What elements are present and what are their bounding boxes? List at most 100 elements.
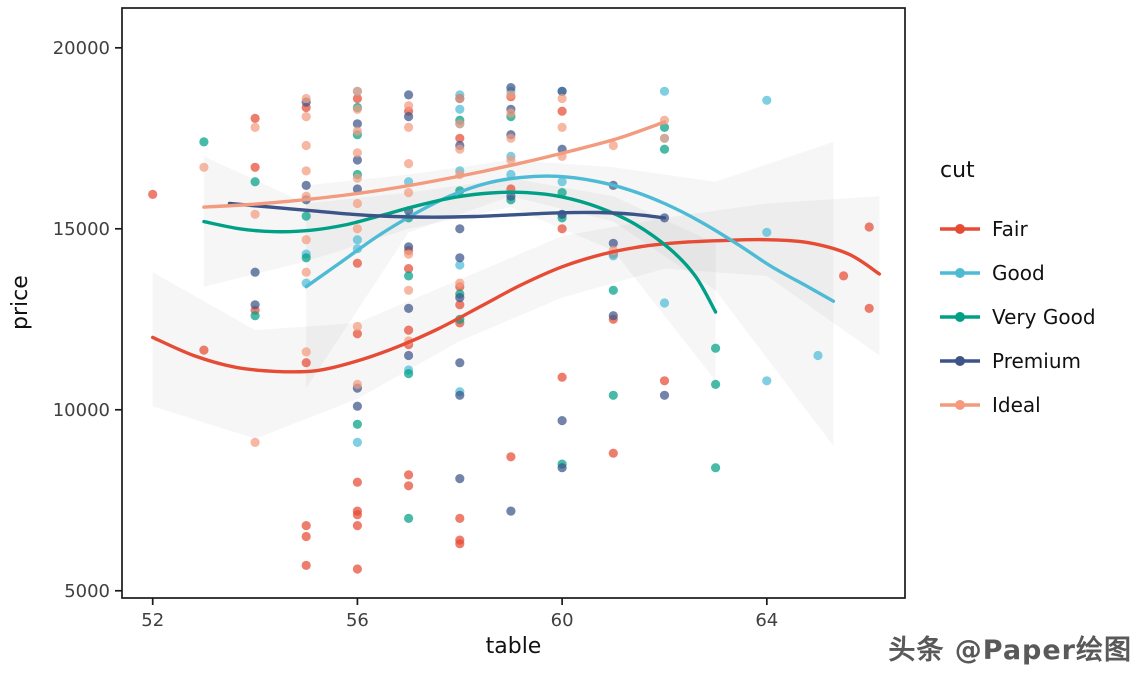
point-ideal bbox=[352, 104, 362, 114]
point-fair bbox=[352, 521, 362, 531]
x-tick-label: 52 bbox=[141, 610, 164, 631]
point-very-good bbox=[711, 379, 721, 389]
point-premium bbox=[352, 184, 362, 194]
point-fair bbox=[557, 224, 567, 234]
point-ideal bbox=[404, 122, 414, 132]
point-ideal bbox=[301, 93, 311, 104]
x-tick-label: 60 bbox=[551, 610, 574, 631]
point-premium bbox=[404, 350, 414, 361]
point-premium bbox=[557, 463, 567, 473]
x-tick-label: 64 bbox=[755, 610, 778, 631]
point-ideal bbox=[352, 148, 362, 158]
point-premium bbox=[506, 506, 516, 516]
point-ideal bbox=[301, 166, 311, 176]
point-ideal bbox=[301, 267, 311, 277]
point-very-good bbox=[250, 311, 260, 321]
point-ideal bbox=[506, 133, 516, 143]
point-ideal bbox=[301, 347, 311, 357]
point-fair bbox=[301, 560, 311, 571]
point-ideal bbox=[301, 140, 311, 151]
point-very-good bbox=[711, 463, 721, 473]
point-very-good bbox=[404, 369, 414, 379]
smooth-line-very-good bbox=[202, 190, 718, 314]
y-axis-title: price bbox=[8, 275, 33, 331]
point-ideal bbox=[557, 122, 567, 132]
point-premium bbox=[352, 401, 362, 411]
point-ideal bbox=[250, 209, 260, 219]
point-fair bbox=[455, 133, 465, 143]
legend-key-icon bbox=[940, 224, 980, 234]
point-ideal bbox=[404, 285, 414, 295]
point-very-good bbox=[404, 513, 414, 524]
point-ideal bbox=[557, 93, 567, 104]
point-good bbox=[455, 104, 465, 114]
legend-item-label: Good bbox=[992, 261, 1045, 285]
point-ideal bbox=[506, 90, 516, 100]
x-tick-label: 56 bbox=[346, 610, 369, 631]
point-fair bbox=[352, 564, 362, 574]
point-fair bbox=[199, 345, 209, 355]
point-fair bbox=[839, 271, 849, 281]
point-fair bbox=[301, 531, 311, 542]
legend-item-label: Fair bbox=[992, 217, 1028, 241]
point-very-good bbox=[199, 137, 209, 147]
point-premium bbox=[352, 119, 362, 129]
point-ideal bbox=[250, 122, 260, 132]
legend-item-very-good: Very Good bbox=[938, 295, 1134, 339]
point-ideal bbox=[352, 321, 362, 332]
smooth-line-good bbox=[304, 174, 836, 303]
point-premium bbox=[608, 238, 618, 248]
point-very-good bbox=[608, 390, 618, 400]
point-ideal bbox=[455, 119, 465, 129]
point-ideal bbox=[608, 140, 618, 151]
point-fair bbox=[608, 448, 618, 458]
point-good bbox=[352, 235, 362, 245]
legend-item-ideal: Ideal bbox=[938, 383, 1134, 427]
point-fair bbox=[301, 358, 311, 368]
point-premium bbox=[455, 474, 465, 484]
point-fair bbox=[455, 300, 465, 310]
point-fair bbox=[557, 372, 567, 382]
legend-item-good: Good bbox=[938, 251, 1134, 295]
point-ideal bbox=[659, 133, 670, 143]
point-fair bbox=[148, 189, 158, 199]
point-good bbox=[762, 227, 772, 237]
point-premium bbox=[608, 311, 618, 321]
point-fair bbox=[659, 376, 670, 386]
point-premium bbox=[455, 293, 465, 303]
point-ideal bbox=[404, 101, 414, 111]
legend: cut Fair Good Very Good Premium Ideal bbox=[938, 158, 1134, 427]
smooth-line-ideal bbox=[202, 120, 667, 209]
y-tick-label: 10000 bbox=[53, 400, 110, 421]
point-fair bbox=[506, 452, 516, 462]
point-fair bbox=[404, 325, 414, 335]
legend-key-icon bbox=[940, 268, 980, 278]
smooth-line-fair bbox=[151, 237, 882, 374]
point-premium bbox=[404, 242, 414, 252]
point-premium bbox=[404, 303, 414, 313]
point-premium bbox=[404, 112, 414, 122]
legend-item-premium: Premium bbox=[938, 339, 1134, 383]
legend-item-label: Premium bbox=[992, 349, 1081, 373]
legend-key-icon bbox=[940, 356, 980, 366]
legend-key-icon bbox=[940, 312, 980, 322]
point-premium bbox=[455, 224, 465, 234]
point-ideal bbox=[352, 173, 362, 183]
point-premium bbox=[301, 180, 311, 190]
point-fair bbox=[404, 481, 414, 491]
point-good bbox=[557, 177, 567, 187]
point-ideal bbox=[301, 112, 311, 122]
point-fair bbox=[301, 521, 311, 531]
point-very-good bbox=[659, 122, 670, 132]
point-ideal bbox=[352, 126, 362, 136]
point-premium bbox=[659, 390, 670, 400]
point-very-good bbox=[250, 177, 260, 187]
point-good bbox=[352, 437, 362, 447]
point-good bbox=[659, 86, 670, 96]
point-premium bbox=[455, 253, 465, 263]
point-very-good bbox=[711, 343, 721, 353]
point-ideal bbox=[352, 198, 362, 209]
legend-items: Fair Good Very Good Premium Ideal bbox=[938, 207, 1134, 427]
point-fair bbox=[455, 513, 465, 524]
